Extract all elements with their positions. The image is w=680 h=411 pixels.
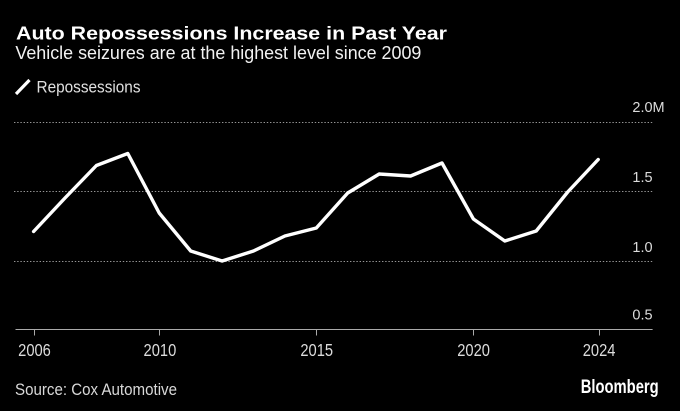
svg-text:2010: 2010 xyxy=(144,340,177,360)
svg-text:Source: Cox Automotive: Source: Cox Automotive xyxy=(15,380,177,399)
svg-text:Bloomberg: Bloomberg xyxy=(581,377,659,398)
svg-text:2006: 2006 xyxy=(18,340,51,360)
svg-text:2020: 2020 xyxy=(457,340,490,360)
svg-text:2024: 2024 xyxy=(583,340,616,360)
svg-text:1.5: 1.5 xyxy=(632,170,652,186)
svg-text:Vehicle seizures are at the hi: Vehicle seizures are at the highest leve… xyxy=(15,43,421,63)
svg-text:Repossessions: Repossessions xyxy=(37,78,141,97)
svg-text:2.0M: 2.0M xyxy=(632,100,664,116)
svg-text:Auto Repossessions Increase in: Auto Repossessions Increase in Past Year xyxy=(16,24,447,44)
svg-text:1.0: 1.0 xyxy=(632,240,652,256)
svg-text:0.5: 0.5 xyxy=(632,307,652,323)
svg-text:2015: 2015 xyxy=(300,340,333,360)
